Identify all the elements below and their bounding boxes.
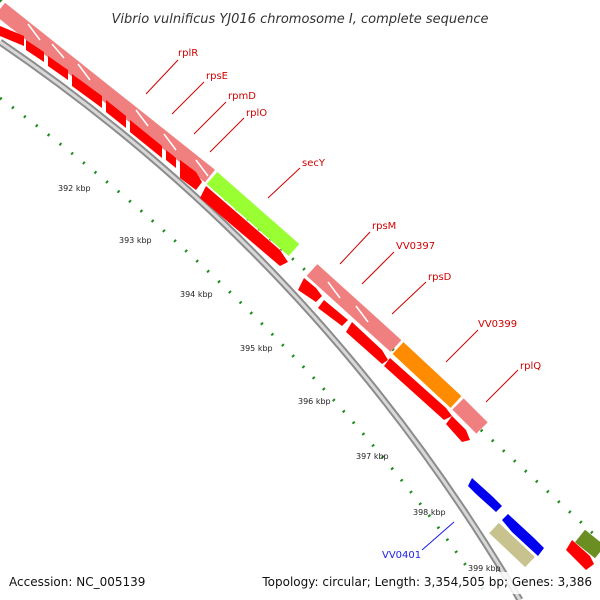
cds-arrow[interactable] <box>384 358 452 420</box>
cds-arrow[interactable] <box>48 56 68 80</box>
gene-label-rplO[interactable]: rplO <box>246 108 267 119</box>
chromosome-backbone-highlight <box>0 40 522 600</box>
cds-arrow[interactable] <box>26 40 44 62</box>
rplO-leader <box>209 117 245 153</box>
blue-gene-arrow[interactable] <box>468 478 502 512</box>
genome-stats-text: Topology: circular; Length: 3,354,505 bp… <box>261 575 592 589</box>
title-backdrop <box>96 8 506 28</box>
rplR-leader <box>145 59 179 95</box>
map-title: Vibrio vulnificus YJ016 chromosome I, co… <box>111 12 488 27</box>
cds-arrow[interactable] <box>298 278 322 302</box>
cds-arrow[interactable] <box>130 120 162 158</box>
rpsD-leader <box>391 281 427 315</box>
rplQ-gene[interactable] <box>452 398 488 434</box>
cds-arrow[interactable] <box>106 100 126 128</box>
cds-arrow[interactable] <box>0 26 24 46</box>
secY-leader <box>267 167 301 199</box>
cds-arrow[interactable] <box>566 540 594 570</box>
gene-label-rplQ[interactable]: rplQ <box>520 361 541 372</box>
tick-label: 392 kbp <box>58 184 91 193</box>
gene-label-VV0399[interactable]: VV0399 <box>478 319 517 330</box>
gene-label-rplR[interactable]: rplR <box>178 48 198 59</box>
gene-boundaries <box>27 23 369 323</box>
cds-arrow[interactable] <box>318 300 348 326</box>
rpsM-leader <box>339 231 371 265</box>
VV0399-leader <box>445 329 479 363</box>
inner-dotted-ring <box>0 96 492 600</box>
cds-arrow[interactable] <box>166 150 176 168</box>
rpsE-leader <box>171 81 205 115</box>
tick-label: 394 kbp <box>180 290 213 299</box>
outer-gene-track <box>0 2 488 434</box>
tick-label: 398 kbp <box>413 508 446 517</box>
blue-gene-arrow[interactable] <box>502 514 544 556</box>
VV0401-leader <box>421 521 455 551</box>
olive-gene[interactable] <box>575 529 600 559</box>
rpsM-gene[interactable] <box>306 264 402 352</box>
inner-cds-track <box>0 26 594 570</box>
VV0397-leader <box>361 251 395 285</box>
secY-gene[interactable] <box>206 171 300 257</box>
VV0399-gene[interactable] <box>392 342 462 408</box>
cds-arrow[interactable] <box>180 160 202 190</box>
tick-label: 399 kbp <box>468 564 501 573</box>
gene-label-rpsE[interactable]: rpsE <box>206 71 228 82</box>
gene-label-rpsD[interactable]: rpsD <box>428 272 452 283</box>
gene-label-rpmD[interactable]: rpmD <box>228 91 256 102</box>
rpmD-leader <box>193 101 227 135</box>
tick-label: 395 kbp <box>240 344 273 353</box>
label-leader-lines <box>145 59 519 551</box>
tick-label: 397 kbp <box>356 452 389 461</box>
tick-label: 396 kbp <box>298 397 331 406</box>
footer-backdrop <box>0 572 600 594</box>
gene-label-VV0401[interactable]: VV0401 <box>382 550 421 561</box>
gene-label-secY[interactable]: secY <box>302 158 326 169</box>
cds-arrow[interactable] <box>200 186 288 266</box>
gene-label-rpsM[interactable]: rpsM <box>372 221 396 232</box>
accession-text: Accession: NC_005139 <box>9 575 145 589</box>
cds-arrow[interactable] <box>446 416 470 442</box>
outer-gene-segment <box>0 2 215 183</box>
gene-label-VV0397[interactable]: VV0397 <box>396 241 435 252</box>
cds-arrow[interactable] <box>72 74 102 108</box>
cds-arrow[interactable] <box>346 322 388 364</box>
tick-label: 393 kbp <box>119 236 152 245</box>
VV0401-gene[interactable] <box>489 522 535 568</box>
rplQ-leader <box>485 369 519 403</box>
